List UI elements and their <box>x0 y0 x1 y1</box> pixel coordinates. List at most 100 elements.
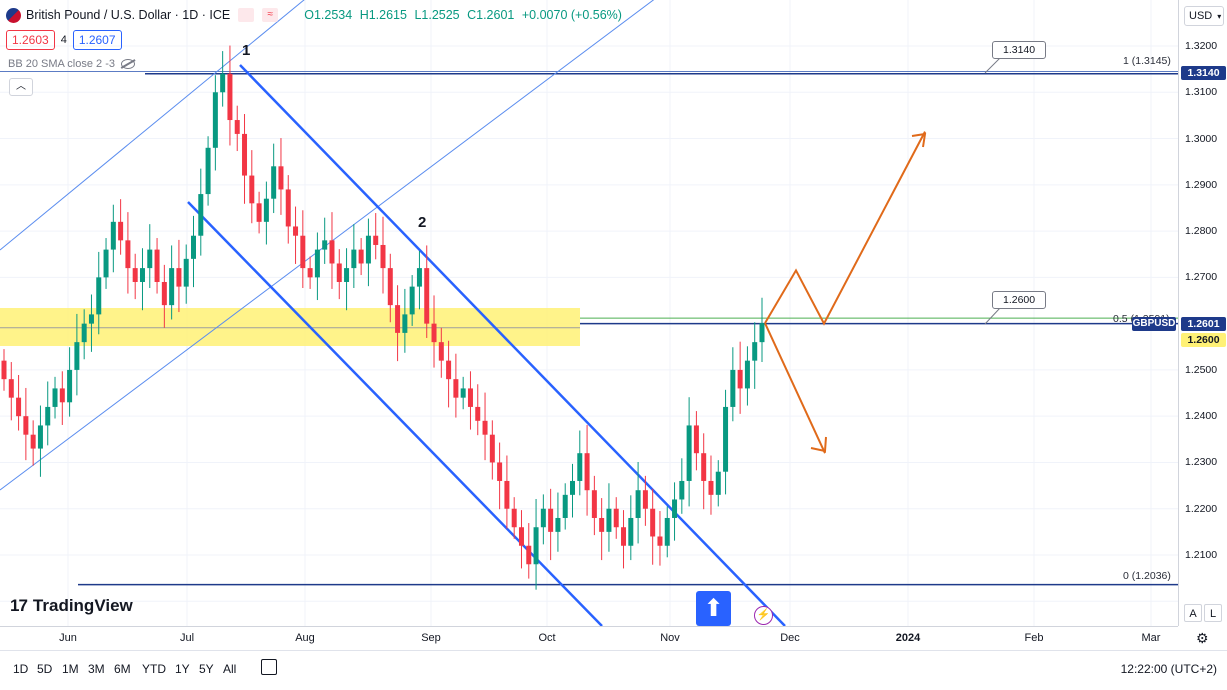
candle-body-28 <box>205 147 211 195</box>
symbol-title[interactable]: British Pound / U.S. Dollar · 1D · ICE <box>26 8 231 22</box>
sell-button[interactable]: 1.2603 <box>6 30 55 50</box>
market-status-icon[interactable] <box>238 8 255 22</box>
time-tick-jun: Jun <box>59 632 77 644</box>
hidden-eye-icon[interactable] <box>121 59 135 69</box>
callout-leader-mid <box>984 307 1001 325</box>
time-tick-nov: Nov <box>660 632 680 644</box>
lightning-icon[interactable]: ⚡ <box>754 606 773 625</box>
candle-body-75 <box>548 508 554 532</box>
bid-ask-panel: 1.2603 4 1.2607 <box>6 30 122 50</box>
candle-body-86 <box>628 517 634 546</box>
candle-body-40 <box>293 226 299 236</box>
candle-body-70 <box>511 508 517 528</box>
buy-button[interactable]: 1.2607 <box>72 30 122 50</box>
candle-body-7 <box>52 388 58 407</box>
range-button-6m[interactable]: 6M <box>114 662 131 676</box>
gbp-flag-icon <box>6 7 21 23</box>
currency-selector[interactable]: USD ▾ <box>1184 6 1224 26</box>
date-range-calendar-icon[interactable] <box>261 659 277 675</box>
range-button-1d[interactable]: 1D <box>13 662 29 676</box>
chart-canvas[interactable] <box>0 0 1178 626</box>
candle-body-10 <box>74 342 80 370</box>
candle-body-20 <box>147 249 153 269</box>
candle-body-80 <box>584 453 590 491</box>
candle-body-71 <box>518 527 524 546</box>
price-badge-1-2600: 1.2600 <box>1181 333 1226 347</box>
candle-body-11 <box>81 323 87 343</box>
chart-plot-area[interactable]: British Pound / U.S. Dollar · 1D · ICE ≈… <box>0 0 1178 626</box>
candle-body-43 <box>314 249 320 278</box>
candle-body-104 <box>759 323 765 343</box>
candle-body-4 <box>30 434 36 449</box>
candle-body-57 <box>416 268 422 287</box>
candle-body-15 <box>110 221 116 250</box>
price-badge-last: 1.2601 <box>1181 317 1226 331</box>
time-tick-mar: Mar <box>1141 632 1161 644</box>
candle-body-23 <box>169 268 175 306</box>
timezone-clock[interactable]: 12:22:00 (UTC+2) <box>1120 662 1217 676</box>
auto-scale-button[interactable]: A <box>1184 604 1202 622</box>
range-button-ytd[interactable]: YTD <box>142 662 166 676</box>
candle-body-78 <box>570 480 575 495</box>
descending-channel-upper <box>239 64 786 626</box>
data-feed-icon[interactable]: ≈ <box>262 8 279 22</box>
candle-body-55 <box>402 314 408 333</box>
candle-body-25 <box>183 258 189 287</box>
candle-body-69 <box>504 480 510 509</box>
candle-body-63 <box>460 388 466 398</box>
price-axis[interactable]: USD ▾ 1.3200 1.3100 1.3000 1.2900 1.2800 1.27… <box>1178 0 1227 626</box>
collapse-legend-button[interactable]: ︿ <box>9 78 33 96</box>
arrow-up-icon[interactable]: ⬆ <box>696 591 731 626</box>
log-scale-button[interactable]: L <box>1204 604 1222 622</box>
candle-body-27 <box>198 194 204 236</box>
ohlc-high: H1.2615 <box>359 8 407 22</box>
time-tick-feb: Feb <box>1024 632 1044 644</box>
bottom-toolbar: 1D 5D 1M 3M 6M YTD 1Y 5Y All 12:22:00 (UTC+2) <box>0 650 1227 690</box>
ohlc-low: L1.2525 <box>414 8 460 22</box>
candle-body-9 <box>67 369 73 403</box>
candle-body-93 <box>679 480 685 500</box>
candle-body-99 <box>723 406 729 472</box>
ohlc-open: O1.2534 <box>304 8 353 22</box>
time-tick-aug: Aug <box>295 632 315 644</box>
projection-bearish-path <box>764 322 826 454</box>
chevron-down-icon: ▾ <box>1217 12 1222 21</box>
tradingview-logo[interactable]: 17 TradingView <box>10 596 133 616</box>
candle-body-91 <box>664 517 670 546</box>
indicator-legend[interactable]: BB 20 SMA close 2 -3 <box>8 58 135 70</box>
candle-body-50 <box>365 235 371 264</box>
candle-body-100 <box>730 369 736 407</box>
candle-body-17 <box>125 240 131 269</box>
range-button-1m[interactable]: 1M <box>62 662 79 676</box>
candle-body-82 <box>599 517 605 532</box>
candle-body-52 <box>380 244 386 269</box>
range-button-1y[interactable]: 1Y <box>175 662 190 676</box>
settings-gear-icon[interactable]: ⚙ <box>1196 630 1209 646</box>
range-button-5d[interactable]: 5D <box>37 662 53 676</box>
price-callout-top[interactable]: 1.3140 <box>992 41 1047 59</box>
candle-body-49 <box>358 249 364 264</box>
price-callout-mid[interactable]: 1.2600 <box>992 291 1047 309</box>
range-button-all[interactable]: All <box>223 662 237 676</box>
candle-body-65 <box>475 406 481 421</box>
price-tick-8: 1.2300 <box>1185 456 1218 469</box>
time-axis[interactable]: Jun Jul Aug Sep Oct Nov Dec 2024 Feb Mar <box>0 626 1178 650</box>
candle-body-5 <box>37 425 43 449</box>
range-button-5y[interactable]: 5Y <box>199 662 214 676</box>
candle-body-94 <box>686 425 692 481</box>
candle-body-35 <box>256 203 262 222</box>
candle-body-1 <box>8 379 14 398</box>
fib-label-top: 1 (1.3145) <box>1123 55 1171 67</box>
candle-body-39 <box>285 189 291 227</box>
candle-body-64 <box>467 388 473 407</box>
projection-bearish-arrowhead <box>810 436 827 453</box>
indicator-label[interactable]: BB 20 SMA close 2 -3 <box>8 58 115 70</box>
time-tick-sep: Sep <box>421 632 441 644</box>
symbol-badge: GBPUSD <box>1132 317 1176 331</box>
candle-body-30 <box>220 73 226 93</box>
range-button-3m[interactable]: 3M <box>88 662 105 676</box>
candle-body-16 <box>118 221 124 241</box>
candle-body-0 <box>1 360 7 380</box>
candle-body-46 <box>336 263 342 282</box>
candle-body-6 <box>45 406 51 426</box>
